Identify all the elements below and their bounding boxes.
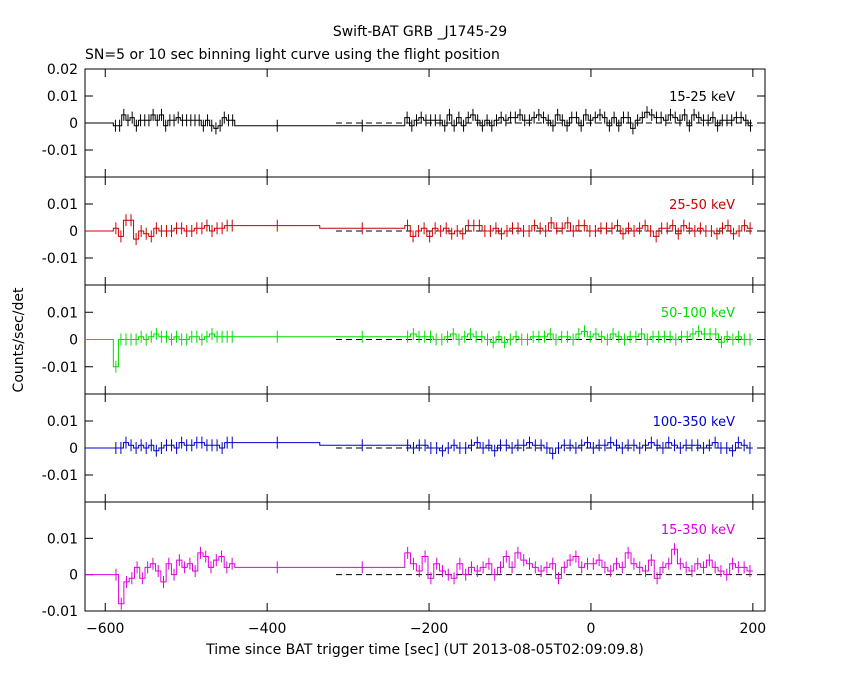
y-tick-label: 0 xyxy=(69,333,78,349)
y-axis-label: Counts/sec/det xyxy=(11,287,27,392)
y-tick-label: 0 xyxy=(69,441,78,457)
x-tick-label: 0 xyxy=(586,621,595,637)
y-tick-label: -0.01 xyxy=(42,143,78,159)
light-curve-line xyxy=(85,330,753,368)
y-tick-label: -0.01 xyxy=(42,360,78,376)
light-curve-line xyxy=(85,111,753,129)
light-curve-line xyxy=(85,548,753,605)
y-tick-label: 0.01 xyxy=(47,89,78,105)
y-tick-label: 0 xyxy=(69,568,78,584)
chart-title: Swift-BAT GRB _J1745-29 xyxy=(333,24,507,40)
panel-frame xyxy=(84,501,766,612)
y-tick-label: -0.01 xyxy=(42,251,78,267)
x-tick-label: −400 xyxy=(248,621,286,637)
x-tick-label: 200 xyxy=(739,621,766,637)
band-label: 15-25 keV xyxy=(669,90,735,105)
band-label: 15-350 keV xyxy=(661,523,735,538)
y-tick-label: 0.01 xyxy=(47,197,78,213)
x-axis-label: Time since BAT trigger time [sec] (UT 20… xyxy=(205,642,644,658)
band-label: 100-350 keV xyxy=(653,415,736,430)
x-tick-label: −600 xyxy=(86,621,124,637)
chart-subtitle: SN=5 or 10 sec binning light curve using… xyxy=(85,47,500,63)
band-label: 50-100 keV xyxy=(661,306,735,321)
y-tick-label: -0.01 xyxy=(42,604,78,620)
y-tick-label: 0 xyxy=(69,224,78,240)
panels-group: 0.02 0.01 0 -0.01 15-25 keV 0.01 0 -0.01 25-50 k… xyxy=(42,62,766,637)
band-label: 25-50 keV xyxy=(669,198,735,213)
y-tick-label: 0 xyxy=(69,116,78,132)
y-tick-label: 0.01 xyxy=(47,414,78,430)
y-tick-label: 0.01 xyxy=(47,305,78,321)
y-tick-label: 0.02 xyxy=(47,62,78,78)
light-curve-line xyxy=(85,442,753,454)
y-tick-label: 0.01 xyxy=(47,531,78,547)
y-tick-label: -0.01 xyxy=(42,468,78,484)
light-curve-line xyxy=(85,219,753,240)
x-tick-label: −200 xyxy=(410,621,448,637)
